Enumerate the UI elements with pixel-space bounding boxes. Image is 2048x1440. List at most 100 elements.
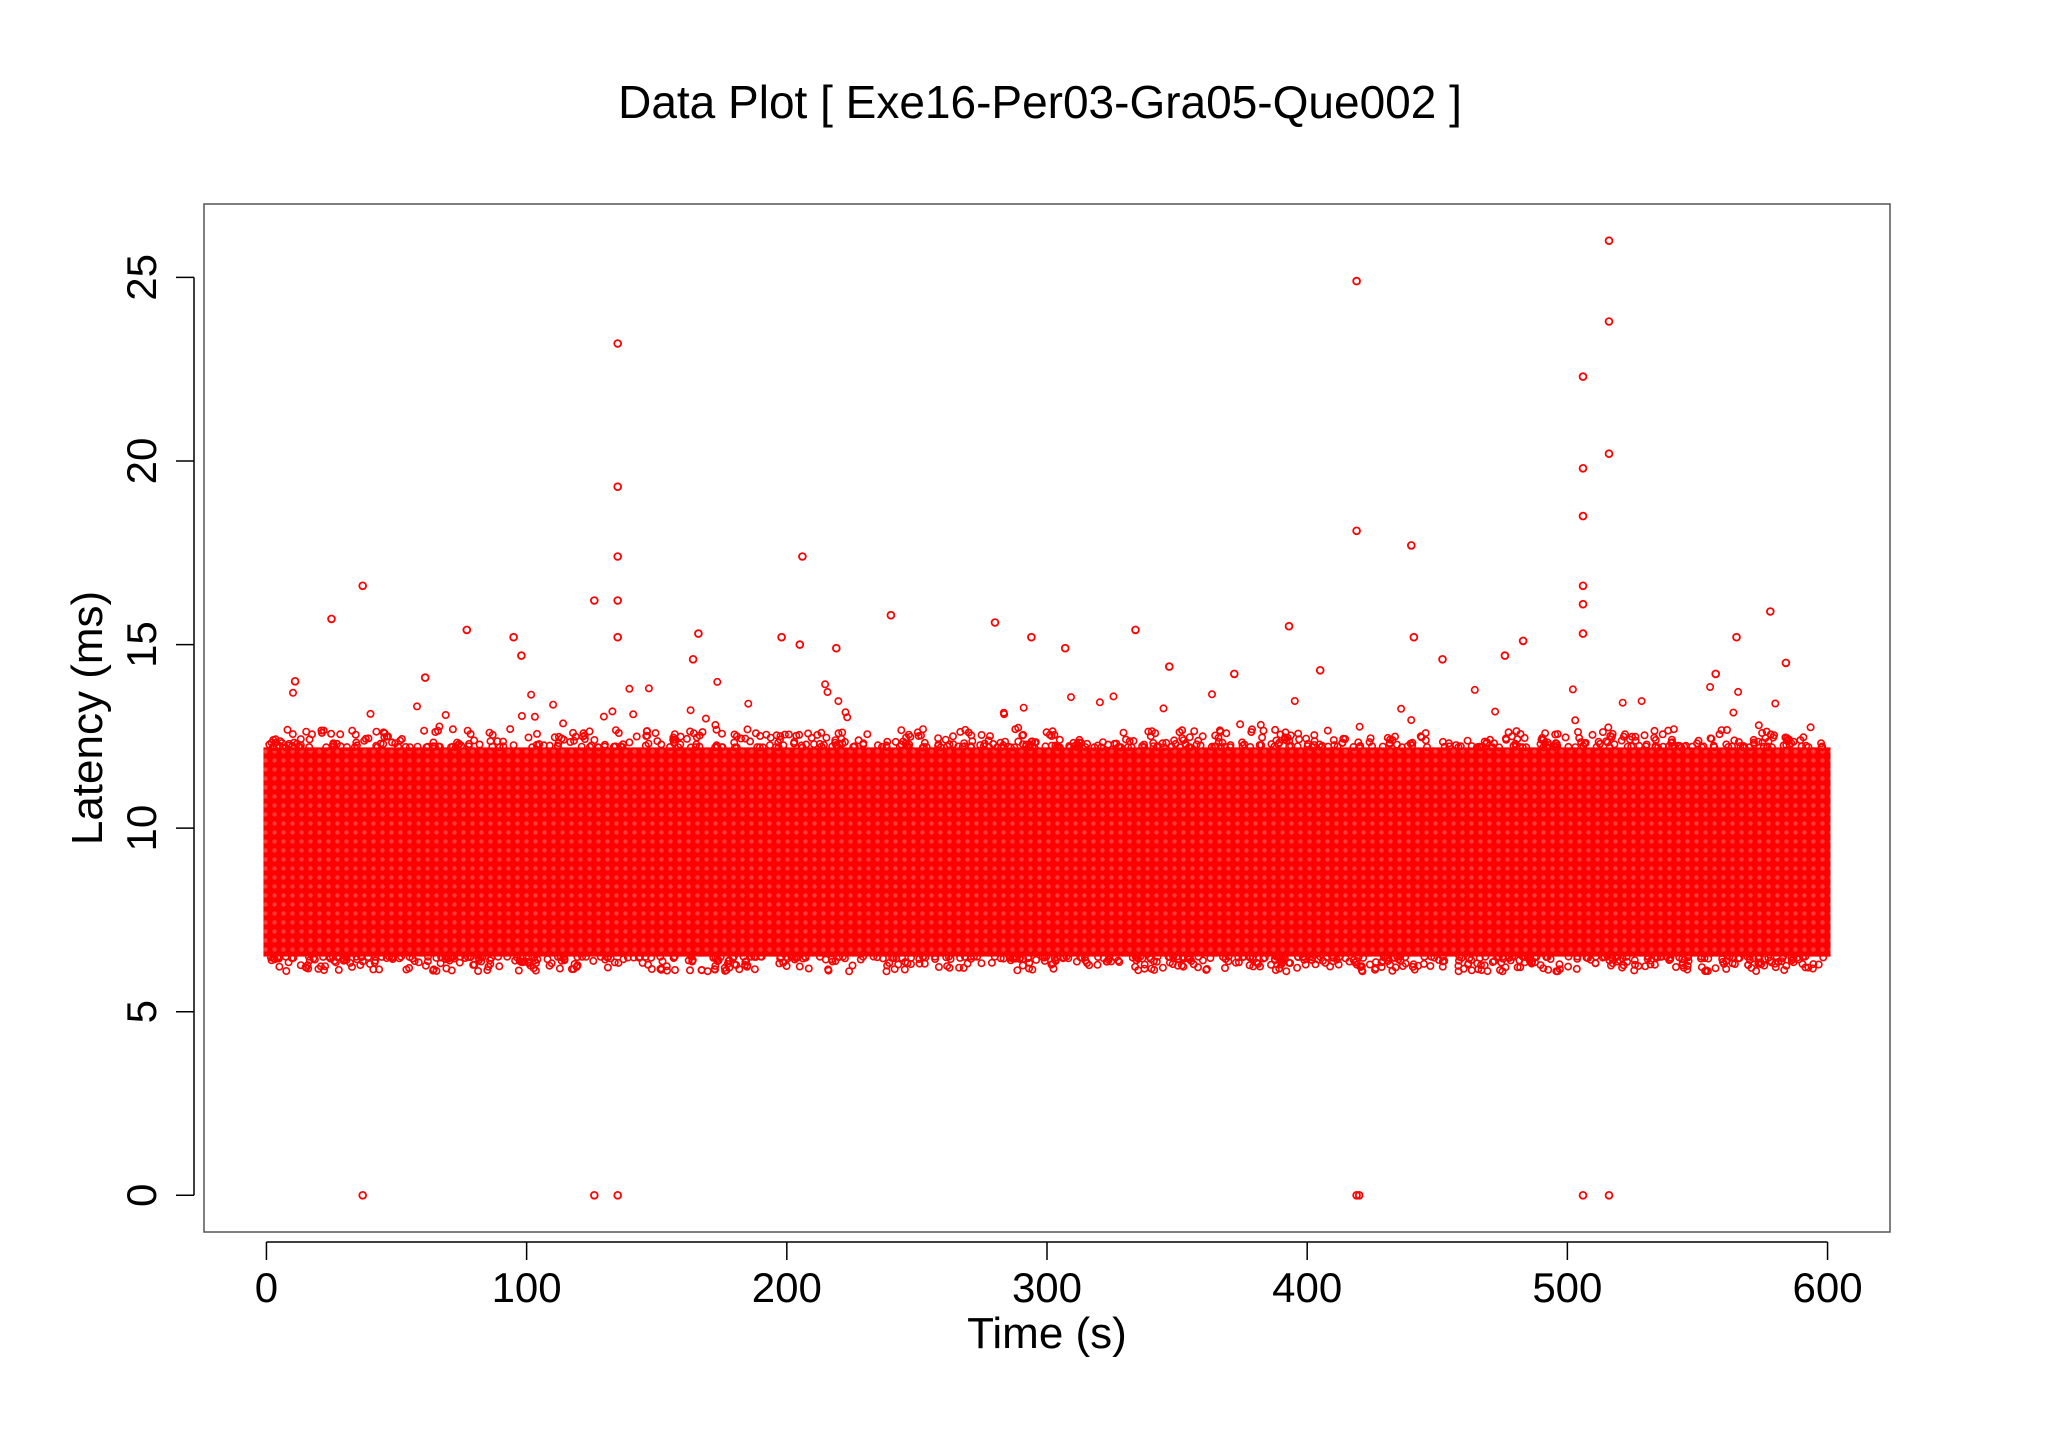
x-tick-label: 300 bbox=[1012, 1264, 1082, 1311]
data-point bbox=[613, 596, 622, 605]
data-point bbox=[566, 737, 575, 746]
data-point bbox=[966, 742, 975, 751]
data-point bbox=[709, 953, 718, 962]
data-point bbox=[1019, 703, 1028, 712]
data-point bbox=[1613, 957, 1622, 966]
data-point bbox=[278, 738, 287, 747]
data-point bbox=[1259, 726, 1268, 735]
data-point bbox=[1211, 731, 1220, 740]
data-point bbox=[1704, 954, 1713, 963]
data-point bbox=[1543, 738, 1552, 747]
data-point bbox=[484, 962, 493, 971]
data-point bbox=[559, 719, 568, 728]
data-point bbox=[898, 953, 907, 962]
data-point bbox=[1521, 952, 1530, 961]
data-point bbox=[999, 708, 1008, 717]
data-point bbox=[1391, 963, 1400, 972]
data-point bbox=[1047, 741, 1056, 750]
data-point bbox=[1114, 956, 1123, 965]
data-point bbox=[1637, 697, 1646, 706]
data-point bbox=[697, 966, 706, 975]
data-point bbox=[493, 737, 502, 746]
data-point bbox=[1787, 956, 1796, 965]
data-point bbox=[391, 739, 400, 748]
data-point bbox=[687, 952, 696, 961]
data-point bbox=[585, 742, 594, 751]
data-point bbox=[1464, 960, 1473, 969]
data-point bbox=[555, 964, 564, 973]
scatter-points bbox=[290, 236, 1791, 1200]
data-point bbox=[1578, 599, 1588, 609]
data-point bbox=[1366, 734, 1375, 743]
data-point bbox=[1725, 952, 1734, 961]
data-point bbox=[1316, 952, 1325, 961]
data-point bbox=[442, 964, 451, 973]
data-point bbox=[1781, 658, 1791, 668]
data-point bbox=[694, 629, 703, 638]
data-point bbox=[516, 953, 525, 962]
data-point bbox=[722, 966, 731, 975]
data-point bbox=[1771, 963, 1780, 972]
data-point bbox=[1604, 1191, 1614, 1200]
data-point bbox=[1532, 952, 1541, 961]
data-point bbox=[1245, 961, 1254, 970]
data-point bbox=[1482, 738, 1491, 747]
data-point bbox=[350, 743, 359, 752]
data-point bbox=[275, 962, 284, 971]
data-point bbox=[317, 726, 326, 735]
data-point bbox=[1706, 734, 1715, 743]
data-point bbox=[610, 958, 619, 967]
data-point bbox=[305, 743, 314, 752]
data-point bbox=[539, 741, 548, 750]
data-point bbox=[1516, 963, 1525, 972]
data-point bbox=[710, 965, 719, 974]
data-point bbox=[1678, 958, 1687, 967]
data-point bbox=[1470, 685, 1479, 694]
data-point bbox=[1408, 738, 1417, 747]
data-point bbox=[571, 732, 580, 741]
data-point bbox=[1444, 739, 1453, 748]
data-point bbox=[464, 742, 473, 751]
data-point bbox=[1220, 742, 1229, 751]
data-point bbox=[914, 731, 923, 740]
data-point bbox=[1014, 737, 1023, 746]
data-point bbox=[1568, 685, 1577, 694]
data-point bbox=[817, 728, 826, 737]
data-point bbox=[931, 954, 940, 963]
data-point bbox=[448, 725, 457, 734]
data-point bbox=[289, 953, 298, 962]
data-point bbox=[1359, 953, 1368, 962]
data-point bbox=[462, 625, 472, 635]
data-point bbox=[577, 742, 586, 751]
data-point bbox=[1520, 733, 1529, 742]
data-point bbox=[556, 952, 565, 961]
data-point bbox=[828, 742, 837, 751]
data-point bbox=[1019, 954, 1028, 963]
data-point bbox=[1650, 726, 1659, 735]
data-point bbox=[1398, 962, 1407, 971]
data-point bbox=[883, 961, 892, 970]
data-point bbox=[380, 733, 389, 742]
data-point bbox=[581, 952, 590, 961]
data-point bbox=[1543, 953, 1552, 962]
data-point bbox=[589, 956, 598, 965]
data-point bbox=[934, 962, 943, 971]
data-point bbox=[643, 731, 652, 740]
data-point bbox=[527, 690, 536, 699]
data-point bbox=[1555, 965, 1564, 974]
data-point bbox=[288, 688, 297, 697]
data-point bbox=[593, 743, 602, 752]
data-point bbox=[613, 632, 622, 642]
data-point bbox=[1206, 953, 1215, 962]
data-point bbox=[766, 733, 775, 742]
data-point bbox=[1208, 690, 1217, 699]
data-point bbox=[1104, 740, 1113, 749]
data-point bbox=[1365, 738, 1374, 747]
data-point bbox=[1160, 743, 1169, 752]
data-point bbox=[599, 712, 608, 721]
data-point bbox=[1419, 959, 1428, 968]
data-point bbox=[897, 740, 906, 749]
data-point bbox=[1755, 952, 1764, 961]
data-point bbox=[1491, 707, 1500, 716]
